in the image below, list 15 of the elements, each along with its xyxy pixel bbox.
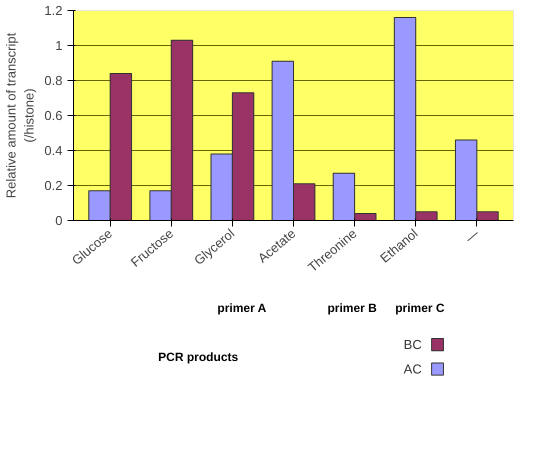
y-tick-label: 0.6 [44, 108, 63, 123]
x-tick-label: — [462, 226, 482, 246]
text: primer B [327, 300, 378, 315]
text: PCR products [158, 350, 238, 364]
y-tick-label: 0.4 [44, 143, 63, 158]
text: primer C [395, 300, 445, 315]
y-tick-label: 0.2 [44, 178, 63, 193]
legend-label: BC [404, 337, 422, 352]
text: primer A [217, 300, 267, 315]
y-tick-label: 0 [55, 213, 63, 228]
legend-label: AC [404, 362, 422, 377]
y-tick-label: 1 [55, 38, 63, 53]
y-tick-label: 1.2 [44, 3, 63, 18]
y-axis-title: Relative amount of transcript (/histone) [3, 32, 36, 198]
y-tick-label: 0.8 [44, 73, 63, 88]
